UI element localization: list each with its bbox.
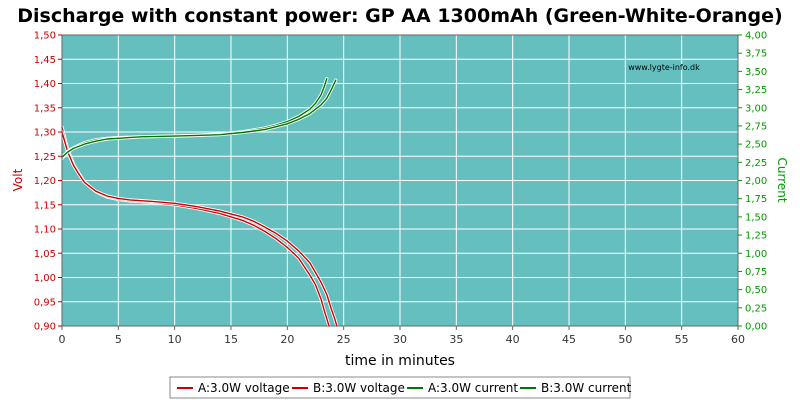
right-tick-label: 3,00 xyxy=(745,103,767,114)
legend-box xyxy=(169,376,631,399)
legend-label-3: A:3.0W current xyxy=(428,381,518,395)
right-tick-label: 0,50 xyxy=(745,285,767,296)
left-tick-label: 0,90 xyxy=(34,322,56,333)
watermark-text: www.lygte-info.dk xyxy=(628,63,700,72)
left-tick-label: 1,30 xyxy=(34,128,56,139)
legend-label-4: B:3.0W current xyxy=(541,381,632,395)
x-tick-label: 10 xyxy=(168,333,182,346)
x-axis-ticks: 0 5 10 15 20 25 30 35 40 45 50 55 60 xyxy=(59,326,745,346)
chart-title: Discharge with constant power: GP AA 130… xyxy=(17,5,782,27)
x-tick-label: 0 xyxy=(59,333,66,346)
series-line-4 xyxy=(61,79,337,158)
left-tick-label: 1,20 xyxy=(34,176,56,187)
left-tick-label: 1,00 xyxy=(34,273,56,284)
right-tick-label: 1,00 xyxy=(745,249,767,260)
right-tick-label: 1,75 xyxy=(745,194,767,205)
left-tick-label: 1,50 xyxy=(34,31,56,42)
x-tick-label: 15 xyxy=(224,333,238,346)
x-tick-label: 30 xyxy=(393,333,407,346)
legend-items: A:3.0W voltage B:3.0W voltage A:3.0W curre… xyxy=(177,381,632,395)
left-tick-label: 1,40 xyxy=(34,79,56,90)
left-axis-title: Volt xyxy=(11,168,25,191)
right-tick-label: 3,50 xyxy=(745,67,767,78)
right-axis-title: Current xyxy=(775,157,789,202)
x-tick-label: 55 xyxy=(675,333,689,346)
x-tick-label: 35 xyxy=(449,333,463,346)
x-tick-label: 60 xyxy=(731,333,745,346)
right-tick-label: 2,00 xyxy=(745,176,767,187)
right-tick-label: 0,75 xyxy=(745,267,767,278)
x-tick-label: 50 xyxy=(618,333,632,346)
series-layer xyxy=(60,77,339,328)
left-tick-label: 1,45 xyxy=(34,55,56,66)
x-tick-label: 5 xyxy=(115,333,122,346)
right-tick-label: 2,75 xyxy=(745,121,767,132)
x-axis-title: time in minutes xyxy=(345,353,455,369)
x-tick-label: 40 xyxy=(506,333,520,346)
left-tick-label: 1,15 xyxy=(34,200,56,211)
right-tick-label: 2,50 xyxy=(745,140,767,151)
right-tick-label: 0,00 xyxy=(745,322,767,333)
left-tick-label: 0,95 xyxy=(34,297,56,308)
x-tick-label: 20 xyxy=(280,333,294,346)
x-tick-label: 45 xyxy=(562,333,576,346)
left-tick-label: 1,05 xyxy=(34,249,56,260)
left-tick-label: 1,10 xyxy=(34,225,56,236)
right-tick-label: 3,75 xyxy=(745,49,767,60)
right-tick-label: 1,50 xyxy=(745,212,767,223)
right-tick-label: 1,25 xyxy=(745,231,767,242)
right-tick-label: 4,00 xyxy=(745,31,767,42)
x-tick-label: 25 xyxy=(337,333,351,346)
legend: A:3.0W voltage B:3.0W voltage A:3.0W curre… xyxy=(169,376,632,399)
left-axis-ticks: 0,90 0,95 1,00 1,05 1,10 1,15 1,20 1,25 1,30 1,35… xyxy=(34,31,62,333)
right-axis-ticks: 0,00 0,25 0,50 0,75 1,00 1,25 1,50 1,75 2,00 2,25… xyxy=(738,31,767,333)
legend-label-2: B:3.0W voltage xyxy=(313,381,405,395)
right-tick-label: 0,25 xyxy=(745,303,767,314)
series-line-2 xyxy=(61,131,338,327)
legend-label-1: A:3.0W voltage xyxy=(198,381,290,395)
grid-lines xyxy=(62,35,738,326)
right-tick-label: 3,25 xyxy=(745,85,767,96)
left-tick-label: 1,25 xyxy=(34,152,56,163)
right-tick-label: 2,25 xyxy=(745,158,767,169)
left-tick-label: 1,35 xyxy=(34,103,56,114)
